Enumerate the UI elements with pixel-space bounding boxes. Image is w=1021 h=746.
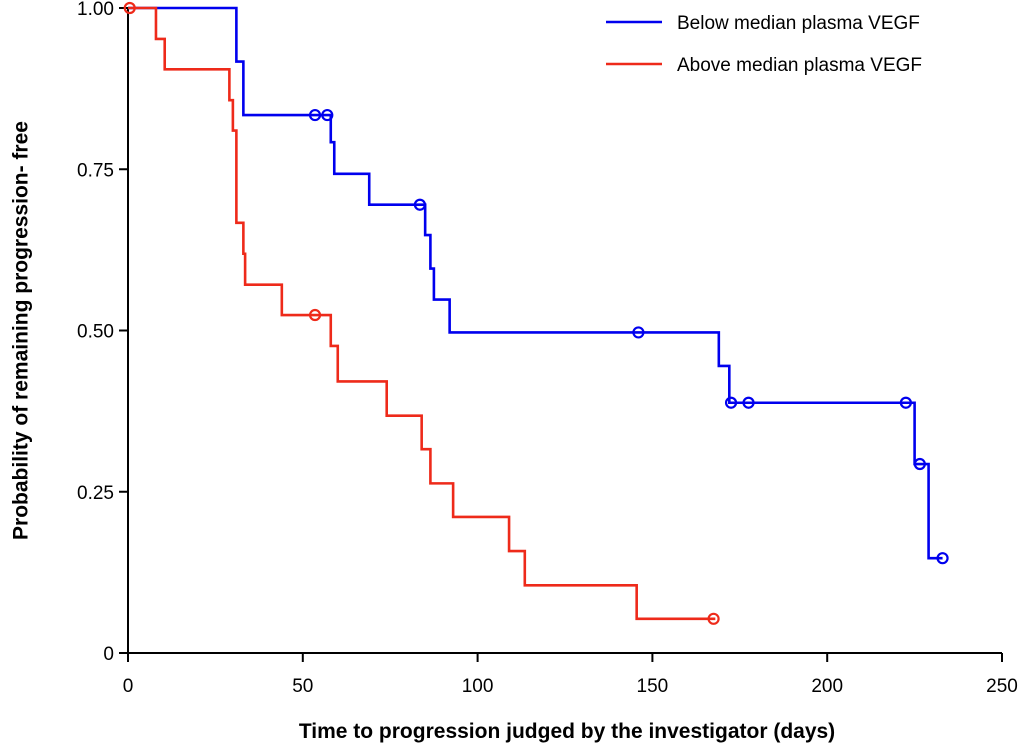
series-line <box>128 6 943 560</box>
censor-marker <box>936 552 949 565</box>
y-ticks: 0 0.25 0.50 0.75 1.00 <box>77 0 128 665</box>
x-tick-label: 200 <box>811 676 843 697</box>
x-tick-label: 0 <box>123 676 134 697</box>
censor-marker <box>632 326 645 339</box>
series-above-median <box>123 1 720 625</box>
censor-marker <box>913 457 926 471</box>
censor-marker <box>308 108 322 122</box>
legend: Below median plasma VEGF Above median pla… <box>606 13 922 76</box>
censor-marker <box>899 396 912 409</box>
y-tick-label: 0.50 <box>77 322 114 343</box>
series-line <box>128 6 716 621</box>
censor-marker <box>321 108 334 122</box>
y-axis-title: Probability of remaining progression- fr… <box>9 121 32 540</box>
censor-marker <box>123 1 136 15</box>
series-layer <box>123 1 949 625</box>
x-axis-title: Time to progression judged by the invest… <box>299 720 835 743</box>
legend-label: Below median plasma VEGF <box>677 13 920 34</box>
x-ticks: 0 50 100 150 200 250 <box>123 653 1018 697</box>
censor-marker <box>724 396 738 409</box>
axes: 0 50 100 150 200 250 0 0.25 0.50 0.75 1.00 <box>77 0 1018 697</box>
censor-marker <box>308 308 322 322</box>
series-below-median <box>128 6 949 565</box>
censor-marker <box>742 396 755 409</box>
y-tick-label: 0 <box>103 644 114 665</box>
x-tick-label: 50 <box>292 676 313 697</box>
x-tick-label: 150 <box>637 676 669 697</box>
censor-marker <box>707 612 720 625</box>
y-tick-label: 0.25 <box>77 483 114 504</box>
legend-label: Above median plasma VEGF <box>677 55 922 76</box>
censor-marker <box>413 198 427 211</box>
x-tick-label: 250 <box>986 676 1018 697</box>
y-tick-label: 1.00 <box>77 0 114 20</box>
y-tick-label: 0.75 <box>77 160 114 181</box>
x-tick-label: 100 <box>462 676 494 697</box>
